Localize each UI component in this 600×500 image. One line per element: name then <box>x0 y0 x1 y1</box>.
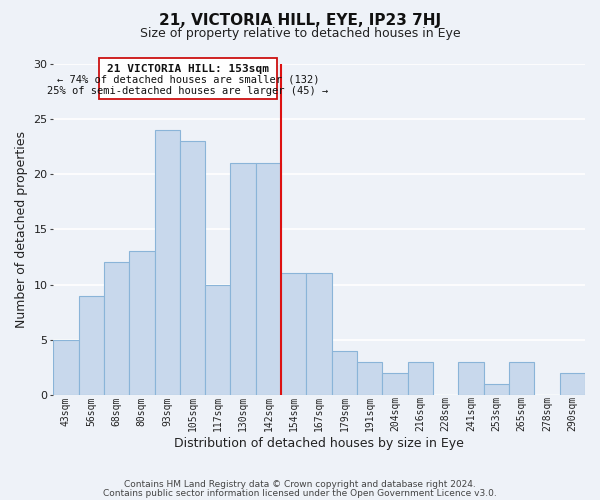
Bar <box>129 252 155 395</box>
Bar <box>155 130 180 395</box>
Text: Size of property relative to detached houses in Eye: Size of property relative to detached ho… <box>140 28 460 40</box>
Bar <box>560 372 585 395</box>
X-axis label: Distribution of detached houses by size in Eye: Distribution of detached houses by size … <box>174 437 464 450</box>
Text: Contains public sector information licensed under the Open Government Licence v3: Contains public sector information licen… <box>103 488 497 498</box>
Bar <box>332 350 357 395</box>
Text: Contains HM Land Registry data © Crown copyright and database right 2024.: Contains HM Land Registry data © Crown c… <box>124 480 476 489</box>
Bar <box>357 362 382 395</box>
Bar <box>180 141 205 395</box>
Bar <box>99 58 277 99</box>
Bar <box>79 296 104 395</box>
Bar <box>230 163 256 395</box>
Bar <box>205 284 230 395</box>
Bar <box>256 163 281 395</box>
Bar <box>509 362 535 395</box>
Text: 21 VICTORIA HILL: 153sqm: 21 VICTORIA HILL: 153sqm <box>107 64 269 74</box>
Bar <box>458 362 484 395</box>
Bar <box>382 372 408 395</box>
Bar <box>408 362 433 395</box>
Text: 25% of semi-detached houses are larger (45) →: 25% of semi-detached houses are larger (… <box>47 86 329 96</box>
Text: 21, VICTORIA HILL, EYE, IP23 7HJ: 21, VICTORIA HILL, EYE, IP23 7HJ <box>159 12 441 28</box>
Bar <box>53 340 79 395</box>
Bar <box>484 384 509 395</box>
Y-axis label: Number of detached properties: Number of detached properties <box>15 131 28 328</box>
Bar <box>281 274 307 395</box>
Bar <box>307 274 332 395</box>
Text: ← 74% of detached houses are smaller (132): ← 74% of detached houses are smaller (13… <box>57 75 319 85</box>
Bar <box>104 262 129 395</box>
